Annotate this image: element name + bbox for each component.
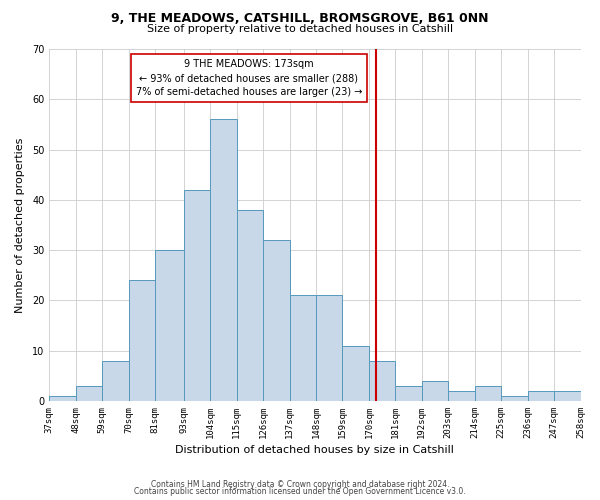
Bar — [210, 120, 237, 401]
Text: Contains HM Land Registry data © Crown copyright and database right 2024.: Contains HM Land Registry data © Crown c… — [151, 480, 449, 489]
Bar — [554, 391, 581, 401]
Bar — [369, 360, 395, 401]
X-axis label: Distribution of detached houses by size in Catshill: Distribution of detached houses by size … — [175, 445, 454, 455]
Bar — [448, 391, 475, 401]
Text: Size of property relative to detached houses in Catshill: Size of property relative to detached ho… — [147, 24, 453, 34]
Bar — [76, 386, 102, 401]
Bar — [49, 396, 76, 401]
Bar — [263, 240, 290, 401]
Bar — [527, 391, 554, 401]
Text: 9 THE MEADOWS: 173sqm
← 93% of detached houses are smaller (288)
7% of semi-deta: 9 THE MEADOWS: 173sqm ← 93% of detached … — [136, 59, 362, 97]
Bar — [501, 396, 527, 401]
Bar — [237, 210, 263, 401]
Bar — [475, 386, 501, 401]
Text: Contains public sector information licensed under the Open Government Licence v3: Contains public sector information licen… — [134, 487, 466, 496]
Y-axis label: Number of detached properties: Number of detached properties — [15, 138, 25, 312]
Bar — [184, 190, 210, 401]
Bar — [102, 360, 128, 401]
Bar — [395, 386, 422, 401]
Text: 9, THE MEADOWS, CATSHILL, BROMSGROVE, B61 0NN: 9, THE MEADOWS, CATSHILL, BROMSGROVE, B6… — [111, 12, 489, 26]
Bar — [343, 346, 369, 401]
Bar — [422, 381, 448, 401]
Bar — [128, 280, 155, 401]
Bar — [155, 250, 184, 401]
Bar — [316, 296, 343, 401]
Bar — [290, 296, 316, 401]
